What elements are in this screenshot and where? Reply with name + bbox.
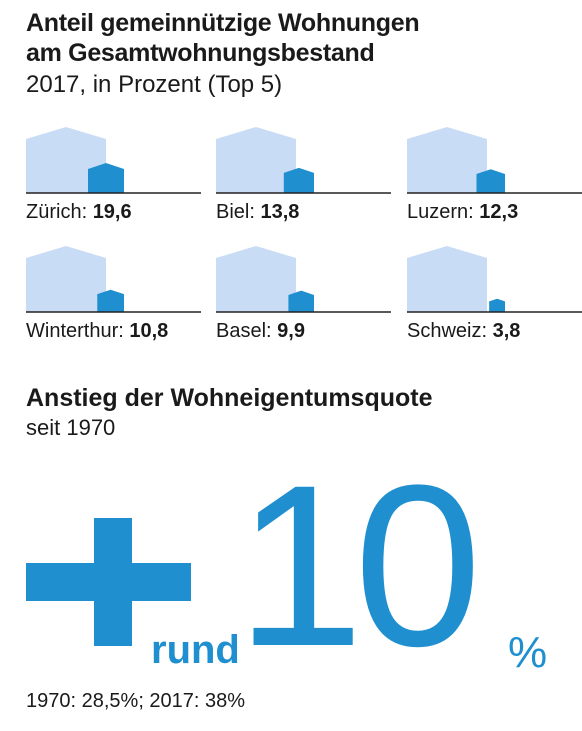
total-housing-shape — [216, 127, 296, 193]
city-value-label: Biel: 13,8 — [216, 201, 299, 224]
total-housing-shape — [216, 246, 296, 312]
nonprofit-share-shape — [97, 289, 124, 312]
house-tile-zürich: Zürich: 19,6 — [26, 127, 201, 232]
house-graphic — [26, 127, 201, 194]
total-housing-shape — [26, 127, 106, 193]
percent-sign: % — [508, 628, 548, 677]
nonprofit-share-shape — [88, 163, 124, 193]
chart-subtitle: 2017, in Prozent (Top 5) — [26, 71, 283, 98]
house-graphic — [216, 127, 391, 194]
rund-label: rund — [151, 628, 240, 672]
chart-title: Anteil gemeinnützige Wohnungen am Gesamtw… — [26, 9, 420, 67]
house-tile-basel: Basel: 9,9 — [216, 246, 391, 351]
city-name: Zürich: — [26, 201, 93, 223]
share-value: 19,6 — [92, 201, 132, 223]
nonprofit-share-shape — [283, 167, 314, 193]
share-value: 9,9 — [277, 320, 305, 342]
house-tile-winterthur: Winterthur: 10,8 — [26, 246, 201, 351]
section2-subtitle: seit 1970 — [26, 415, 116, 440]
total-housing-shape — [407, 127, 487, 193]
house-graphic — [216, 246, 391, 313]
footnote-values: 1970: 28,5%; 2017: 38% — [26, 690, 246, 712]
house-graphic — [407, 246, 582, 313]
nonprofit-share-shape — [476, 169, 505, 193]
city-value-label: Basel: 9,9 — [216, 320, 305, 343]
house-tile-schweiz: Schweiz: 3,8 — [407, 246, 582, 351]
city-value-label: Schweiz: 3,8 — [407, 320, 520, 343]
city-value-label: Zürich: 19,6 — [26, 201, 132, 224]
share-value: 13,8 — [260, 201, 300, 223]
headline-value: 10 — [236, 437, 482, 694]
share-value: 10,8 — [129, 320, 169, 342]
plus-horizontal-bar — [26, 563, 191, 601]
share-value: 3,8 — [492, 320, 521, 342]
nonprofit-share-shape — [489, 298, 505, 312]
nonprofit-share-shape — [288, 290, 314, 312]
city-name: Basel: — [216, 320, 278, 342]
share-value: 12,3 — [479, 201, 519, 223]
total-housing-shape — [407, 246, 487, 312]
city-name: Biel: — [216, 201, 261, 223]
total-housing-shape — [26, 246, 106, 312]
city-name: Schweiz: — [407, 320, 493, 342]
section2-title: Anstieg der Wohneigentumsquote — [26, 384, 433, 412]
house-tile-luzern: Luzern: 12,3 — [407, 127, 582, 232]
house-tile-biel: Biel: 13,8 — [216, 127, 391, 232]
city-value-label: Luzern: 12,3 — [407, 201, 518, 224]
city-name: Luzern: — [407, 201, 480, 223]
city-value-label: Winterthur: 10,8 — [26, 320, 168, 343]
city-name: Winterthur: — [26, 320, 130, 342]
house-graphic — [407, 127, 582, 194]
house-graphic — [26, 246, 201, 313]
